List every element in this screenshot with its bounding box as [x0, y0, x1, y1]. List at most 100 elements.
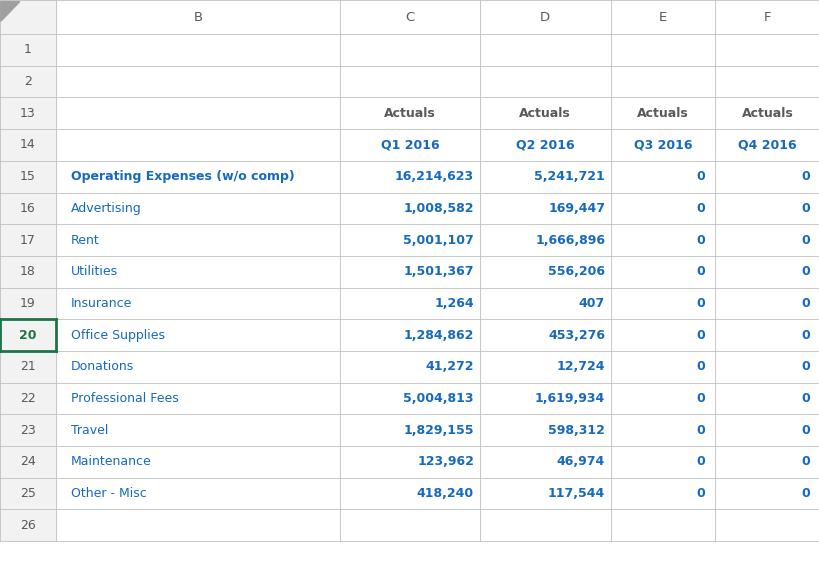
Text: 0: 0 [695, 392, 704, 405]
Bar [56, 351, 819, 383]
Text: 0: 0 [695, 456, 704, 468]
Bar [0, 383, 56, 414]
Text: 0: 0 [800, 456, 809, 468]
Bar [56, 288, 819, 319]
Text: 0: 0 [695, 360, 704, 373]
Text: Insurance: Insurance [70, 297, 132, 310]
Text: Maintenance: Maintenance [70, 456, 151, 468]
Text: 598,312: 598,312 [548, 423, 604, 437]
Text: 418,240: 418,240 [416, 487, 473, 500]
Text: 0: 0 [695, 423, 704, 437]
Bar [56, 97, 819, 129]
Text: 0: 0 [695, 234, 704, 246]
Bar [0, 414, 56, 446]
Text: Donations: Donations [70, 360, 133, 373]
Bar [0, 224, 56, 256]
Bar [56, 193, 819, 224]
Bar [56, 224, 819, 256]
Text: 23: 23 [20, 423, 36, 437]
Bar [56, 509, 819, 541]
Text: 0: 0 [800, 360, 809, 373]
Text: 0: 0 [800, 423, 809, 437]
Text: B: B [193, 10, 202, 23]
Text: E: E [658, 10, 667, 23]
Text: Actuals: Actuals [518, 107, 571, 120]
Bar [0, 34, 56, 66]
Bar [56, 383, 819, 414]
Text: Actuals: Actuals [636, 107, 688, 120]
Text: D: D [540, 10, 550, 23]
Text: 17: 17 [20, 234, 36, 246]
Text: 1,008,582: 1,008,582 [403, 202, 473, 215]
Text: 0: 0 [800, 202, 809, 215]
Text: Q3 2016: Q3 2016 [633, 139, 691, 151]
Text: 15: 15 [20, 170, 36, 183]
Bar [0, 256, 56, 288]
Text: 18: 18 [20, 265, 36, 278]
Text: Actuals: Actuals [383, 107, 436, 120]
Text: 0: 0 [800, 234, 809, 246]
Text: 0: 0 [695, 297, 704, 310]
Bar [56, 0, 819, 34]
Bar [0, 97, 56, 129]
Text: 0: 0 [695, 487, 704, 500]
Bar [56, 66, 819, 97]
Text: 0: 0 [800, 392, 809, 405]
Text: Other - Misc: Other - Misc [70, 487, 146, 500]
Text: C: C [405, 10, 414, 23]
Text: 407: 407 [578, 297, 604, 310]
Text: 0: 0 [800, 265, 809, 278]
Text: Office Supplies: Office Supplies [70, 329, 165, 342]
Bar [56, 414, 819, 446]
Bar [0, 509, 56, 541]
Text: 1,501,367: 1,501,367 [403, 265, 473, 278]
Text: 0: 0 [695, 202, 704, 215]
Text: 16: 16 [20, 202, 36, 215]
Bar [0, 129, 56, 161]
Bar [0, 0, 56, 34]
Text: 19: 19 [20, 297, 36, 310]
Text: 0: 0 [695, 265, 704, 278]
Text: 1: 1 [24, 44, 32, 56]
Bar [0, 478, 56, 509]
Text: 453,276: 453,276 [547, 329, 604, 342]
Text: 26: 26 [20, 519, 36, 532]
Text: 12,724: 12,724 [556, 360, 604, 373]
Text: Utilities: Utilities [70, 265, 117, 278]
Text: 25: 25 [20, 487, 36, 500]
Text: 117,544: 117,544 [547, 487, 604, 500]
Bar [0, 351, 56, 383]
Text: 0: 0 [800, 487, 809, 500]
Bar [56, 478, 819, 509]
Text: Actuals: Actuals [740, 107, 793, 120]
Text: 20: 20 [19, 329, 37, 342]
Text: 1,619,934: 1,619,934 [534, 392, 604, 405]
Text: 1,666,896: 1,666,896 [535, 234, 604, 246]
Bar [0, 193, 56, 224]
Text: 0: 0 [695, 170, 704, 183]
Text: Professional Fees: Professional Fees [70, 392, 178, 405]
Text: 21: 21 [20, 360, 36, 373]
Text: Rent: Rent [70, 234, 99, 246]
Text: 0: 0 [800, 170, 809, 183]
Bar [0, 161, 56, 193]
Text: 46,974: 46,974 [556, 456, 604, 468]
Bar [56, 161, 819, 193]
Bar [0, 66, 56, 97]
Text: Q4 2016: Q4 2016 [737, 139, 796, 151]
Text: 1,284,862: 1,284,862 [403, 329, 473, 342]
Text: 14: 14 [20, 139, 36, 151]
Text: Q2 2016: Q2 2016 [515, 139, 574, 151]
Text: 16,214,623: 16,214,623 [395, 170, 473, 183]
Text: Travel: Travel [70, 423, 108, 437]
Text: 1,264: 1,264 [434, 297, 473, 310]
Bar [56, 256, 819, 288]
Bar [56, 319, 819, 351]
Text: 5,241,721: 5,241,721 [534, 170, 604, 183]
Text: 0: 0 [695, 329, 704, 342]
Text: 41,272: 41,272 [425, 360, 473, 373]
Text: 123,962: 123,962 [417, 456, 473, 468]
Text: 0: 0 [800, 297, 809, 310]
Bar [56, 129, 819, 161]
Text: 556,206: 556,206 [547, 265, 604, 278]
